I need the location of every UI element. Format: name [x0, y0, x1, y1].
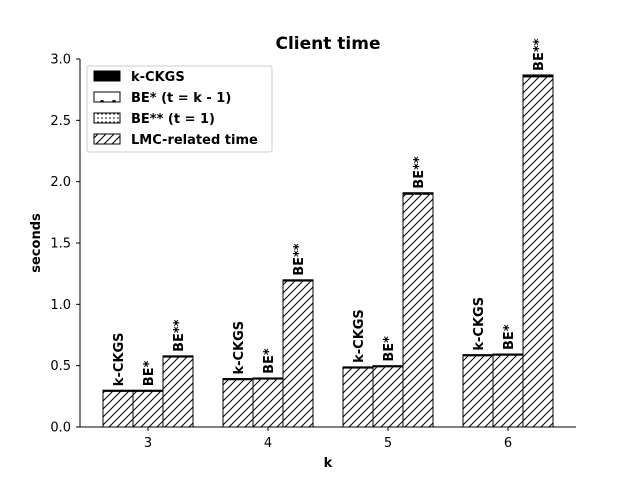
bar-solid-k-ckgs-k3: [102, 389, 134, 392]
x-tick-label: 3: [144, 436, 152, 451]
bar-solid-k-ckgs-k5: [342, 366, 374, 369]
bar-lmc-bestarstar-k6: [522, 76, 554, 428]
bar-lmc-k-ckgs-k4: [222, 378, 254, 428]
bar-data-label: k-CKGS: [472, 297, 487, 351]
bar-solid-bestarstar-k4: [282, 279, 314, 282]
bar-lmc-k-ckgs-k3: [102, 390, 134, 428]
bar-solid-bestarstar-k3: [162, 355, 194, 358]
bar-lmc-bestar-k4: [252, 377, 284, 428]
legend-swatch-k-ckgs: [93, 70, 121, 82]
x-tick-label: 5: [384, 436, 392, 451]
legend-swatch-be-star: [93, 91, 121, 103]
x-axis-label: k: [324, 456, 333, 471]
bar-data-label: BE*: [262, 348, 277, 374]
bar-solid-bestarstar-k6: [522, 74, 554, 78]
bar-data-label: BE**: [292, 243, 307, 276]
legend-swatch-lmc: [93, 133, 121, 145]
legend-label-be-double-star: BE** (t = 1): [131, 112, 215, 127]
bar-solid-bestar-k4: [252, 377, 284, 380]
y-tick-label: 1.5: [50, 237, 71, 252]
y-axis-ticks: 0.0 0.5 1.0 1.5 2.0 2.5 3.0: [50, 53, 80, 436]
bar-solid-bestar-k5: [372, 365, 404, 368]
bar-lmc-bestar-k5: [372, 365, 404, 428]
y-tick-label: 2.0: [50, 175, 71, 190]
x-axis-ticks: 3 4 5 6: [144, 427, 512, 451]
plot-area: k-CKGS BE* BE** k-CKGS BE* BE** k-CKGS BE* BE** k…: [102, 38, 554, 428]
bar-data-label: BE**: [532, 38, 547, 71]
y-tick-label: 0.5: [50, 359, 71, 374]
bar-solid-bestar-k3: [132, 389, 164, 392]
bar-lmc-bestar-k6: [492, 354, 524, 428]
bar-data-label: BE**: [172, 319, 187, 352]
bar-solid-k-ckgs-k6: [462, 354, 494, 357]
legend: k-CKGS BE* (t = k - 1) BE** (t = 1) LMC-…: [86, 65, 273, 153]
y-tick-label: 2.5: [50, 114, 71, 129]
bar-lmc-k-ckgs-k6: [462, 354, 494, 428]
bar-solid-bestarstar-k5: [402, 192, 434, 195]
bar-data-label: BE*: [382, 336, 397, 362]
y-axis-label: seconds: [29, 213, 44, 273]
bar-data-label: BE*: [142, 360, 157, 386]
legend-label-k-ckgs: k-CKGS: [131, 70, 185, 85]
bar-data-label: k-CKGS: [232, 321, 247, 375]
bar-lmc-bestar-k3: [132, 390, 164, 428]
bar-data-label: k-CKGS: [112, 332, 127, 386]
legend-box: [86, 65, 273, 153]
legend-label-lmc: LMC-related time: [131, 133, 258, 148]
bar-data-label: k-CKGS: [352, 309, 367, 363]
legend-swatch-be-double-star: [93, 112, 121, 124]
bar-lmc-k-ckgs-k5: [342, 366, 374, 428]
bar-data-label: BE**: [412, 156, 427, 189]
bar-data-label: BE*: [502, 324, 517, 350]
chart-title: Client time: [275, 34, 380, 54]
bar-lmc-bestarstar-k3: [162, 356, 194, 428]
x-tick-label: 4: [264, 436, 272, 451]
y-tick-label: 1.0: [50, 298, 71, 313]
bar-solid-bestar-k6: [492, 353, 524, 356]
bar-lmc-bestarstar-k4: [282, 280, 314, 428]
bar-solid-k-ckgs-k4: [222, 378, 254, 381]
x-tick-label: 6: [504, 436, 512, 451]
bar-lmc-bestarstar-k5: [402, 193, 434, 428]
y-tick-label: 0.0: [50, 421, 71, 436]
legend-label-be-star: BE* (t = k - 1): [131, 91, 231, 106]
y-tick-label: 3.0: [50, 53, 71, 68]
